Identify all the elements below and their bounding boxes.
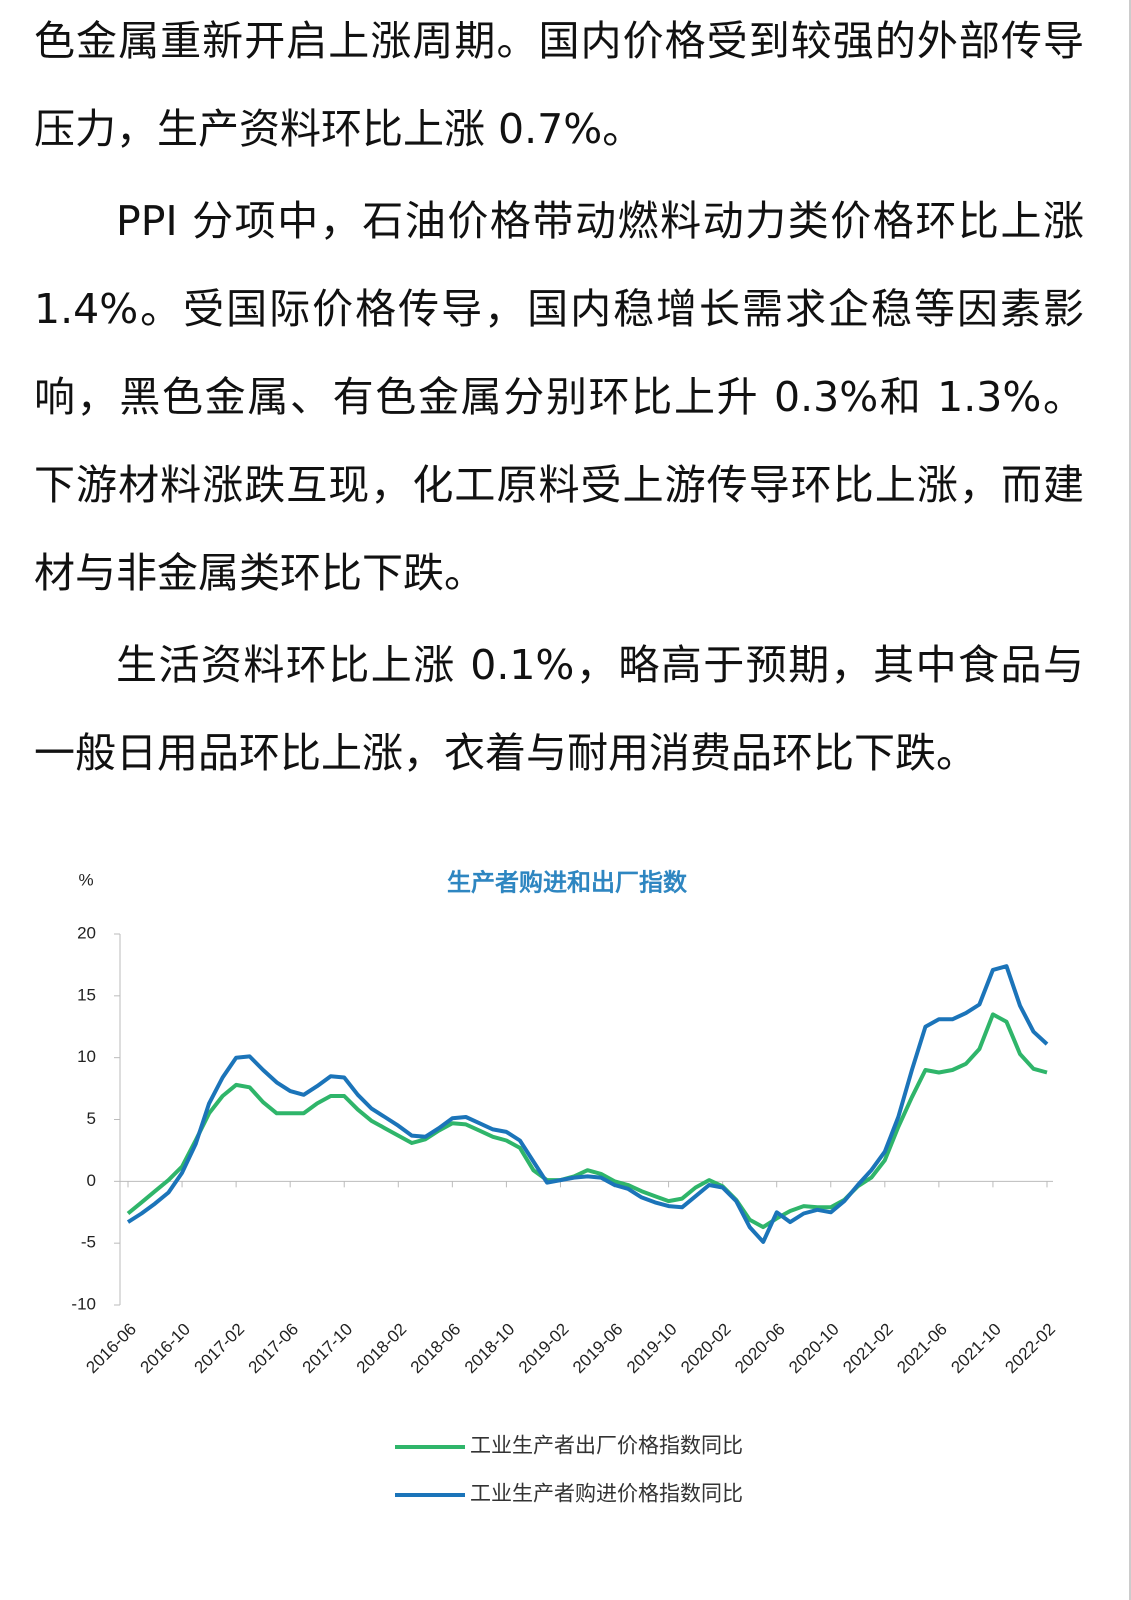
legend-label: 工业生产者出厂价格指数同比: [470, 1434, 743, 1458]
x-tick-label: 2019-10: [623, 1320, 681, 1378]
x-tick-label: 2020-02: [677, 1320, 735, 1378]
y-tick-label: 5: [87, 1109, 96, 1128]
paragraph: 色金属重新开启上涨周期。国内价格受到较强的外部传导压力，生产资料环比上涨 0.7…: [34, 17, 1084, 153]
x-tick-label: 2017-02: [191, 1320, 249, 1378]
y-tick-label: 0: [87, 1171, 96, 1190]
y-tick-label: 10: [77, 1047, 96, 1066]
legend-label: 工业生产者购进价格指数同比: [470, 1482, 743, 1506]
x-tick-label: 2021-06: [893, 1320, 951, 1378]
y-axis-label: %: [78, 870, 93, 889]
chart-title: 生产者购进和出厂指数: [447, 868, 688, 897]
x-tick-label: 2016-10: [137, 1320, 195, 1378]
y-tick-label: 20: [77, 923, 96, 942]
text-body: 色金属重新开启上涨周期。国内价格受到较强的外部传导压力，生产资料环比上涨 0.7…: [34, 0, 1084, 801]
x-tick-label: 2017-06: [245, 1320, 303, 1378]
x-tick-label: 2018-10: [461, 1320, 519, 1378]
paragraph: 生活资料环比上涨 0.1%，略高于预期，其中食品与一般日用品环比上涨，衣着与耐用…: [34, 641, 1084, 777]
x-tick-label: 2017-10: [299, 1320, 357, 1378]
x-tick-label: 2019-06: [569, 1320, 627, 1378]
chart: 生产者购进和出厂指数 % -10 -5 0 5 10 15 20 2016-062016-10…: [71, 868, 1059, 1506]
x-tick-label: 2021-02: [839, 1320, 897, 1378]
y-tick-label: -10: [71, 1294, 96, 1313]
x-tick-label: 2016-06: [82, 1320, 140, 1378]
x-tick-label: 2021-10: [947, 1320, 1005, 1378]
x-tick-label: 2018-02: [353, 1320, 411, 1378]
x-tick-label: 2018-06: [407, 1320, 465, 1378]
x-tick-label: 2020-10: [785, 1320, 843, 1378]
x-tick-label: 2022-02: [1001, 1320, 1059, 1378]
line: [126, 964, 1049, 1244]
line: [126, 1012, 1048, 1230]
paragraph: PPI 分项中，石油价格带动燃料动力类价格环比上涨 1.4%。受国际价格传导，国…: [34, 197, 1084, 597]
y-tick-label: -5: [81, 1233, 96, 1252]
y-tick-label: 15: [77, 985, 96, 1004]
x-tick-label: 2019-02: [515, 1320, 573, 1378]
x-tick-label: 2020-06: [731, 1320, 789, 1378]
